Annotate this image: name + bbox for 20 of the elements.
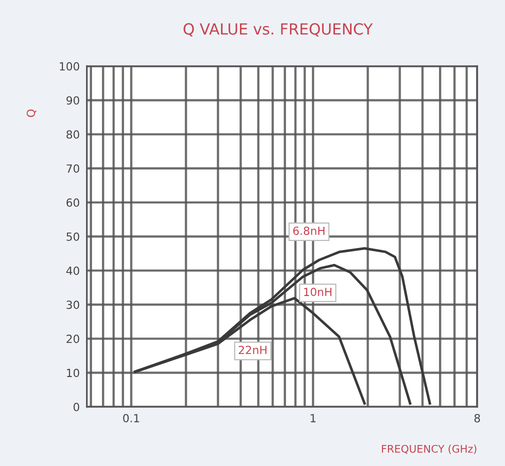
y-tick-label: 50 [66, 232, 80, 241]
y-tick-label: 40 [66, 266, 80, 275]
y-tick-label: 100 [60, 62, 80, 71]
x-tick-label: 0.1 [123, 414, 140, 422]
y-tick-label: 0 [74, 402, 80, 412]
y-tick-label: 20 [66, 334, 80, 344]
series-label: 6.8nH [293, 226, 324, 235]
series-label: 22nH [238, 346, 266, 354]
y-tick-label: 30 [66, 300, 80, 310]
series-label: 10nH [304, 288, 332, 296]
y-axis-title: Q [26, 109, 36, 117]
chart-title: Q VALUE vs. FREQUENCY [184, 23, 373, 36]
y-tick-label: 60 [66, 198, 80, 207]
y-tick-label: 90 [66, 96, 80, 105]
y-tick-label: 70 [66, 164, 80, 173]
x-tick-label: 8 [474, 414, 480, 422]
x-axis-title: FREQUENCY (GHz) [382, 444, 476, 454]
x-tick-label: 1 [310, 414, 316, 422]
y-tick-label: 80 [66, 130, 80, 139]
y-tick-label: 10 [66, 368, 80, 378]
